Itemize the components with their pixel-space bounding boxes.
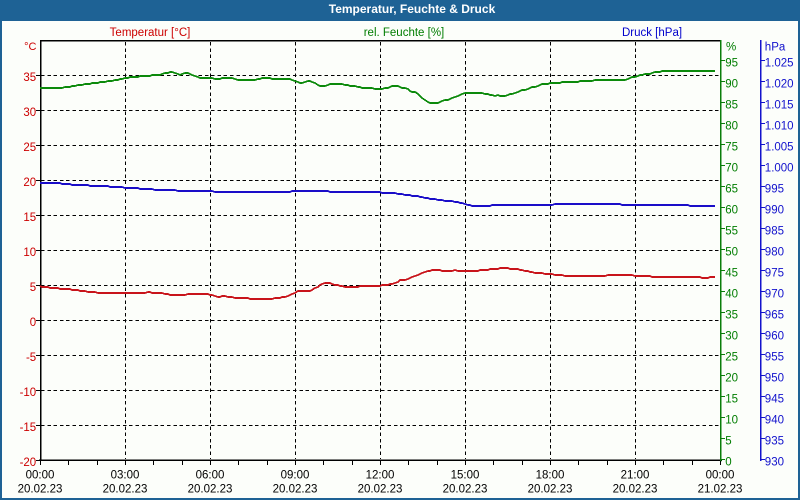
svg-text:1.025: 1.025 [765, 58, 794, 70]
svg-text:0: 0 [725, 457, 731, 469]
svg-text:50: 50 [725, 247, 738, 259]
svg-text:03:00: 03:00 [111, 470, 140, 482]
svg-text:975: 975 [765, 268, 784, 280]
svg-text:20.02.23: 20.02.23 [443, 484, 488, 496]
svg-text:940: 940 [765, 415, 784, 427]
svg-text:21.02.23: 21.02.23 [698, 484, 743, 496]
svg-text:80: 80 [725, 121, 738, 133]
svg-text:20.02.23: 20.02.23 [18, 484, 63, 496]
svg-text:09:00: 09:00 [281, 470, 310, 482]
svg-text:1.000: 1.000 [765, 163, 794, 175]
svg-text:-15: -15 [20, 422, 37, 434]
svg-text:30: 30 [725, 331, 738, 343]
svg-text:%: % [726, 42, 736, 54]
svg-text:5: 5 [725, 436, 731, 448]
svg-text:45: 45 [725, 268, 738, 280]
svg-text:965: 965 [765, 310, 784, 322]
svg-text:-5: -5 [26, 352, 36, 364]
svg-text:20: 20 [23, 177, 36, 189]
svg-text:995: 995 [765, 184, 784, 196]
svg-text:25: 25 [725, 352, 738, 364]
svg-text:15: 15 [725, 394, 738, 406]
svg-text:00:00: 00:00 [706, 470, 735, 482]
svg-text:-20: -20 [20, 457, 37, 469]
svg-text:1.005: 1.005 [765, 142, 794, 154]
svg-text:10: 10 [725, 415, 738, 427]
svg-text:10: 10 [23, 247, 36, 259]
svg-text:20: 20 [725, 373, 738, 385]
svg-text:950: 950 [765, 373, 784, 385]
svg-text:35: 35 [725, 310, 738, 322]
svg-text:0: 0 [30, 317, 36, 329]
svg-text:95: 95 [725, 58, 738, 70]
svg-text:1.010: 1.010 [765, 121, 794, 133]
svg-text:25: 25 [23, 142, 36, 154]
svg-text:21:00: 21:00 [621, 470, 650, 482]
svg-text:15:00: 15:00 [451, 470, 480, 482]
svg-text:-10: -10 [20, 387, 37, 399]
svg-text:970: 970 [765, 289, 784, 301]
svg-text:935: 935 [765, 436, 784, 448]
svg-text:20.02.23: 20.02.23 [103, 484, 148, 496]
svg-text:85: 85 [725, 100, 738, 112]
svg-text:06:00: 06:00 [196, 470, 225, 482]
svg-text:20.02.23: 20.02.23 [188, 484, 233, 496]
svg-text:980: 980 [765, 247, 784, 259]
svg-text:1.020: 1.020 [765, 79, 794, 91]
svg-text:930: 930 [765, 457, 784, 469]
svg-text:15: 15 [23, 212, 36, 224]
svg-text:20.02.23: 20.02.23 [273, 484, 318, 496]
svg-text:rel. Feuchte [%]: rel. Feuchte [%] [364, 27, 445, 39]
svg-text:60: 60 [725, 205, 738, 217]
svg-text:°C: °C [24, 41, 36, 53]
svg-text:5: 5 [30, 282, 36, 294]
svg-text:35: 35 [23, 72, 36, 84]
svg-text:20.02.23: 20.02.23 [358, 484, 403, 496]
svg-text:20.02.23: 20.02.23 [613, 484, 658, 496]
svg-text:Druck [hPa]: Druck [hPa] [622, 27, 682, 39]
svg-text:18:00: 18:00 [536, 470, 565, 482]
svg-text:945: 945 [765, 394, 784, 406]
svg-text:1.015: 1.015 [765, 100, 794, 112]
svg-text:960: 960 [765, 331, 784, 343]
svg-text:30: 30 [23, 107, 36, 119]
svg-text:990: 990 [765, 205, 784, 217]
svg-text:hPa: hPa [765, 42, 786, 54]
svg-text:70: 70 [725, 163, 738, 175]
svg-text:955: 955 [765, 352, 784, 364]
svg-text:40: 40 [725, 289, 738, 301]
svg-text:75: 75 [725, 142, 738, 154]
svg-text:90: 90 [725, 79, 738, 91]
svg-text:65: 65 [725, 184, 738, 196]
svg-text:985: 985 [765, 226, 784, 238]
svg-text:20.02.23: 20.02.23 [528, 484, 573, 496]
svg-text:55: 55 [725, 226, 738, 238]
svg-text:00:00: 00:00 [26, 470, 55, 482]
svg-text:12:00: 12:00 [366, 470, 395, 482]
svg-text:Temperatur [°C]: Temperatur [°C] [110, 27, 191, 39]
